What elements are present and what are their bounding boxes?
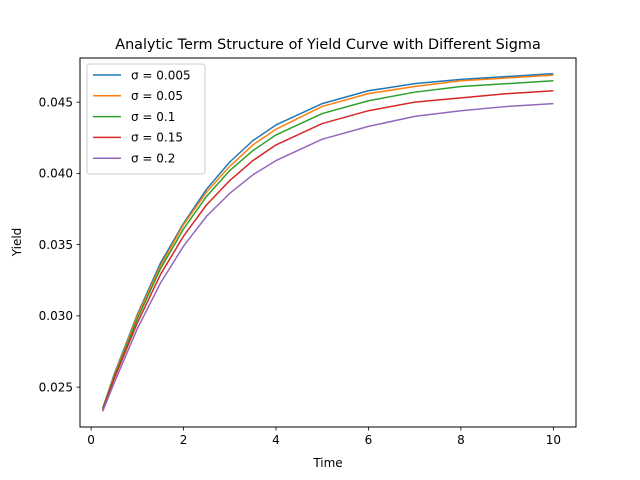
chart-title: Analytic Term Structure of Yield Curve w… bbox=[115, 37, 541, 53]
x-axis-label: Time bbox=[312, 456, 342, 470]
x-axis: 0 2 4 6 8 10 bbox=[87, 427, 561, 447]
x-tick-label: 0 bbox=[87, 433, 95, 447]
legend: σ = 0.005 σ = 0.05 σ = 0.1 σ = 0.15 σ = 0.2 bbox=[86, 63, 206, 175]
legend-label: σ = 0.2 bbox=[131, 152, 175, 166]
y-tick-label: 0.025 bbox=[39, 380, 73, 394]
legend-label: σ = 0.15 bbox=[131, 131, 183, 145]
series-line-4 bbox=[101, 102, 554, 412]
plot-lines bbox=[101, 72, 554, 412]
y-axis-label: Yield bbox=[10, 228, 24, 258]
plot-frame bbox=[79, 57, 577, 428]
x-tick-label: 4 bbox=[272, 433, 280, 447]
y-axis: 0.025 0.030 0.035 0.040 0.045 bbox=[39, 95, 80, 394]
y-tick-label: 0.030 bbox=[39, 309, 73, 323]
series-line-0 bbox=[101, 72, 554, 409]
series-line-1 bbox=[101, 74, 554, 409]
x-tick-label: 6 bbox=[365, 433, 373, 447]
y-tick-label: 0.040 bbox=[39, 167, 73, 181]
x-tick-label: 2 bbox=[180, 433, 188, 447]
y-tick-label: 0.035 bbox=[39, 238, 73, 252]
y-tick-label: 0.045 bbox=[39, 95, 73, 109]
series-line-3 bbox=[101, 90, 554, 411]
legend-label: σ = 0.1 bbox=[131, 110, 175, 124]
x-tick-label: 10 bbox=[546, 433, 561, 447]
legend-box bbox=[86, 63, 206, 175]
series-line-2 bbox=[101, 80, 554, 409]
legend-label: σ = 0.005 bbox=[131, 68, 191, 82]
x-tick-label: 8 bbox=[457, 433, 465, 447]
legend-label: σ = 0.05 bbox=[131, 89, 183, 103]
